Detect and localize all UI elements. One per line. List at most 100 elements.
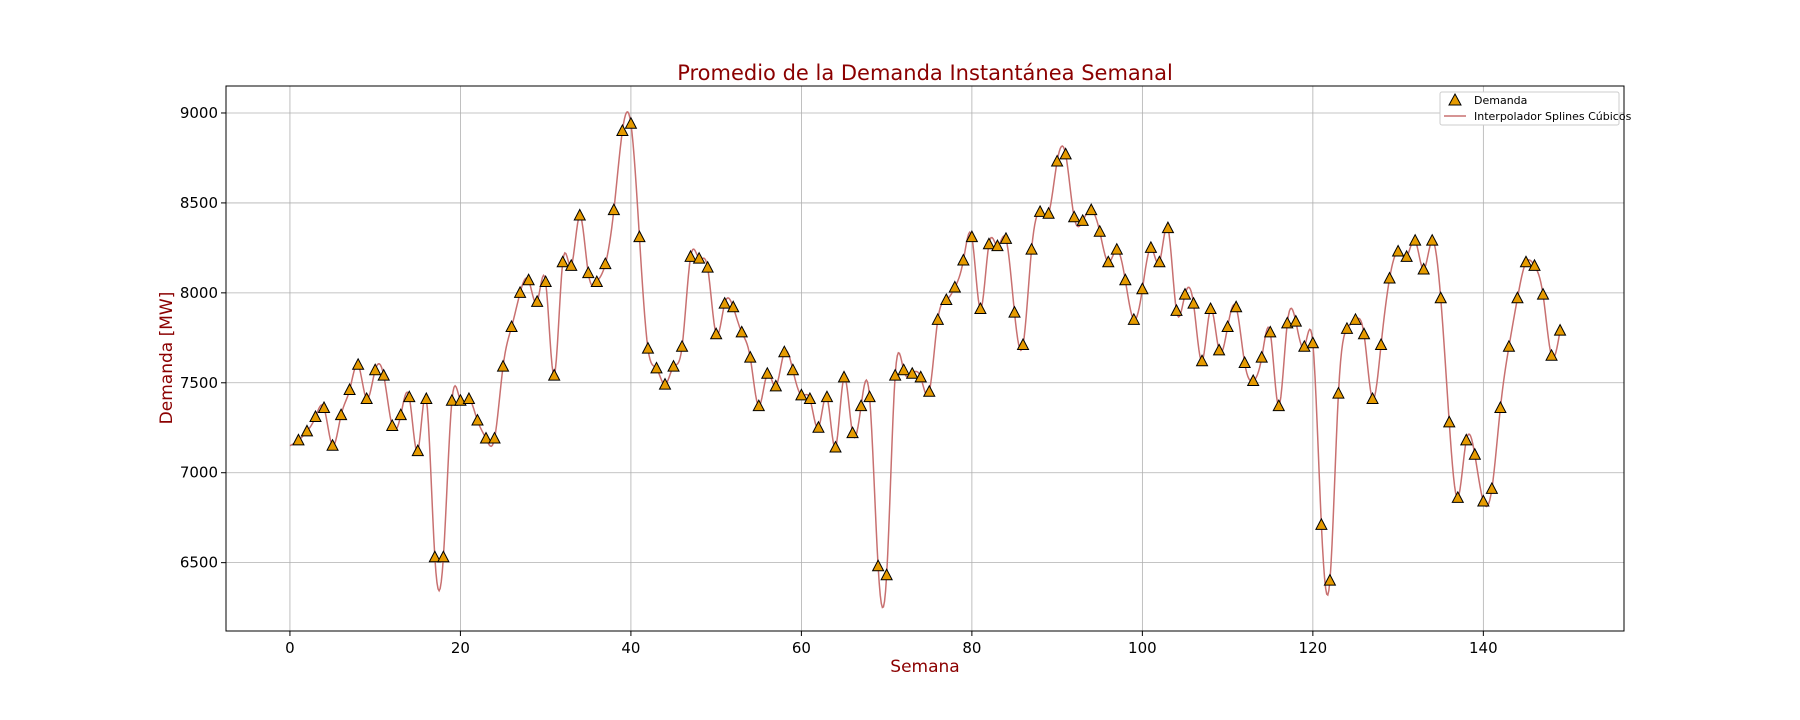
data-point [1255,350,1269,363]
data-point [1536,287,1550,300]
legend-marker-icon [1448,92,1462,106]
data-point [1093,224,1107,237]
data-point [1050,154,1064,167]
data-point [581,265,595,279]
data-point [1477,494,1490,507]
data-point [530,294,544,307]
data-point [1442,415,1456,428]
data-point [658,377,672,390]
data-point [854,399,868,412]
data-point [573,208,587,221]
data-point [1391,244,1405,257]
data-point [564,258,578,271]
data-point [1153,255,1166,268]
x-tick-label: 40 [621,639,640,657]
data-point [1178,287,1192,300]
data-point [326,438,339,451]
data-point [650,361,663,374]
data-point [1101,255,1115,268]
data-point [641,341,655,354]
data-point [1545,348,1558,361]
data-point [769,379,783,392]
data-point [1408,233,1422,246]
data-point [880,568,893,581]
data-point [368,363,382,376]
data-point [454,393,467,406]
legend-entry-spline: Interpolador Splines Cúbicos [1474,110,1632,123]
data-point [547,368,561,381]
legend-entry-demanda: Demanda [1474,94,1527,107]
data-point [957,253,970,266]
data-point [1229,300,1243,313]
data-point [607,203,621,216]
data-point [616,123,629,136]
data-point [803,391,817,404]
data-point [1238,355,1251,368]
data-point [522,273,535,286]
data-point [914,370,928,383]
data-point [991,239,1004,252]
data-point [437,550,450,563]
data-point [1340,321,1354,334]
data-point [1008,305,1021,318]
data-point [837,370,851,383]
data-point [1349,312,1362,325]
data-point [1374,337,1388,351]
data-point [871,559,885,572]
data-point [479,431,493,444]
data-point [496,359,510,372]
data-point [411,444,425,457]
x-tick-label: 0 [285,639,295,657]
data-point [360,391,373,404]
data-point [1059,147,1072,160]
x-axis-label: Semana [890,657,959,677]
data-point [471,413,484,426]
data-point [462,391,476,404]
data-point [1033,204,1047,217]
data-point [343,382,356,395]
data-point [633,230,646,243]
data-points [292,116,1567,586]
data-point [1067,210,1081,223]
data-point [692,251,706,264]
data-point [1366,391,1379,404]
y-tick-label: 8500 [180,194,218,212]
data-point [1323,573,1337,586]
grid [226,86,1624,631]
data-point [743,350,757,363]
data-point [726,300,740,313]
data-point [590,274,604,288]
data-point [428,550,442,563]
x-tick-label: 100 [1128,639,1157,657]
data-point [1485,481,1499,494]
data-point [948,280,962,293]
data-point [1084,203,1098,216]
data-point [1519,255,1533,268]
plot-frame [225,85,1625,632]
data-point [1204,301,1217,315]
data-point [1263,325,1277,338]
data-point [999,231,1013,244]
data-point [488,431,501,444]
data-point [965,230,979,243]
y-tick-label: 6500 [180,554,218,572]
data-point [752,399,766,412]
data-point [974,301,987,315]
x-tick-label: 80 [962,639,981,657]
data-point [760,366,774,379]
data-point [1468,447,1482,460]
x-tick-label: 140 [1469,639,1498,657]
data-point [300,424,314,437]
data-point [718,296,732,309]
y-tick-label: 7500 [180,374,218,392]
data-point [1357,327,1371,340]
data-point [1502,339,1516,352]
x-tick-label: 60 [792,639,811,657]
data-point [1212,343,1226,356]
data-point [513,285,527,298]
data-point [317,400,331,413]
data-point [556,255,570,268]
y-tick-label: 7000 [180,464,218,482]
data-point [1136,282,1149,295]
